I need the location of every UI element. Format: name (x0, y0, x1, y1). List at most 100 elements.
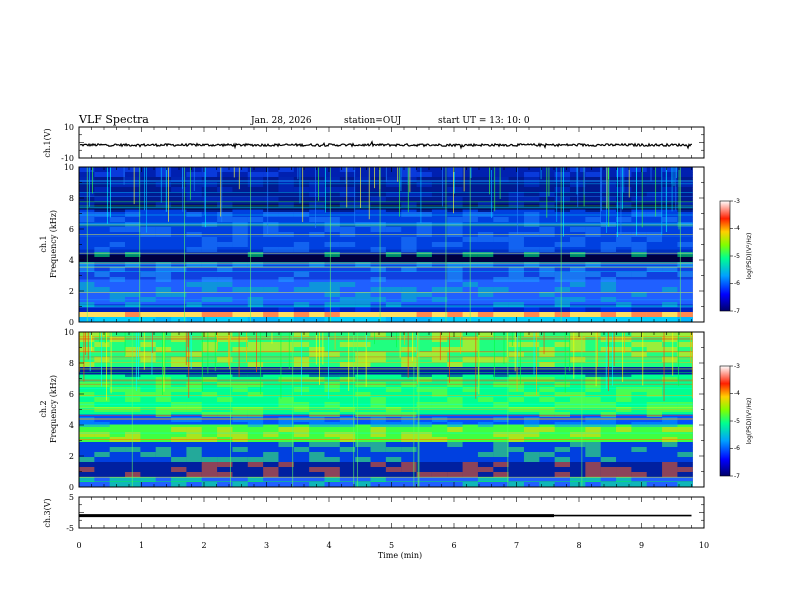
spectrogram-cell (309, 412, 325, 417)
spectrogram-cell (247, 362, 264, 367)
spectrogram-cell (201, 287, 218, 292)
spectrogram-cell (293, 247, 310, 252)
spectrogram-cell (646, 332, 663, 337)
spectrogram-cell (370, 442, 386, 447)
spectrogram-cell (324, 312, 340, 317)
spectrogram-cell (201, 347, 218, 352)
spectrogram-cell (125, 447, 141, 452)
spectrogram-cell (385, 467, 402, 472)
spectrogram-cell (554, 392, 570, 397)
spectrogram-cell (570, 347, 586, 352)
spectrogram-cell (570, 477, 586, 482)
spectrogram-cell (217, 212, 233, 217)
spectrogram-cell (232, 387, 248, 392)
spectrogram-cell (109, 447, 126, 452)
spectrogram-cell (662, 422, 678, 427)
spectrogram-cell (309, 372, 325, 377)
spectrogram-cell (600, 287, 617, 292)
spectrogram-cell (401, 467, 417, 472)
spectrogram-cell (278, 402, 294, 407)
spectrogram-cell (600, 277, 617, 282)
spectrogram-cell (631, 292, 647, 297)
spectrogram-band (79, 439, 693, 443)
spectrogram-cell (278, 212, 294, 217)
spectrogram-cell (278, 167, 294, 172)
spectrogram-cell (385, 177, 402, 182)
ch2-freq-ticklabels: 10 8 6 4 2 0 (64, 328, 74, 492)
spectrogram-cell (416, 402, 432, 407)
spectrogram-cell (554, 287, 570, 292)
spectrogram-cell (201, 377, 218, 382)
spectrogram-band (79, 484, 693, 487)
spectrogram-cell (570, 432, 586, 437)
spectrogram-cell (493, 237, 509, 242)
ch1-freq-tick-6: 6 (69, 225, 74, 234)
spectrogram-cell (616, 242, 632, 247)
spectrogram-cell (554, 422, 570, 427)
spectrogram-cell (646, 392, 663, 397)
spectrogram-cell (447, 207, 463, 212)
spectrogram-cell (662, 357, 678, 362)
spectrogram-cell (570, 422, 586, 427)
spectrogram-cell (155, 377, 172, 382)
spectrogram-cell (416, 432, 432, 437)
spectrogram-band (79, 374, 693, 378)
spectrogram-cell (109, 267, 126, 272)
spectrogram-cell (171, 362, 187, 367)
ch1-colorbar-ticks (730, 200, 733, 312)
spectrogram-cell (523, 332, 540, 337)
spectrogram-cell (662, 402, 678, 407)
spectrogram-cell (125, 192, 141, 197)
spectrogram-cell (600, 467, 617, 472)
spectrogram-cell (447, 177, 463, 182)
spectrogram-cell (278, 462, 294, 467)
spectrogram-band (79, 214, 693, 218)
spectrogram-cell (416, 172, 432, 177)
spectrogram-cell (401, 212, 417, 217)
spectrogram-cell (324, 302, 340, 307)
spectrogram-cell (155, 367, 172, 372)
station-label: station=OUJ (344, 116, 402, 126)
ch2-frequency-ylabel: Frequency (kHz) (49, 375, 58, 443)
spectrogram-band (79, 274, 693, 278)
spectrogram-cell (539, 352, 555, 357)
spectrogram-cell (477, 422, 494, 427)
spectrogram-cell (585, 402, 601, 407)
spectrogram-cell (94, 432, 110, 437)
spectrogram-cell (401, 292, 417, 297)
spectrogram-cell (232, 347, 248, 352)
spectrogram-cell (508, 387, 524, 392)
spectrogram-cell (309, 187, 325, 192)
spectrogram-cell (186, 457, 202, 462)
spectrogram-cell (370, 357, 386, 362)
spectrogram-cell (570, 257, 586, 262)
spectrogram-cell (94, 197, 110, 202)
time-tick-label: 2 (201, 541, 206, 550)
spectrogram-cell (309, 452, 325, 457)
spectrogram-cell (570, 402, 586, 407)
spectrogram-cell (585, 472, 601, 477)
spectrogram-cell (79, 467, 95, 472)
spectrogram-cell (125, 252, 141, 257)
spectrogram-cell (493, 402, 509, 407)
ch1-colorbar-label: log(PSD)(V²/Hz) (746, 233, 753, 280)
ch1-colorbar-tick-m4: -4 (734, 225, 740, 232)
spectrogram-cell (401, 287, 417, 292)
spectrogram-band (79, 377, 693, 381)
spectrogram-band (79, 362, 693, 366)
spectrogram-cell (462, 472, 478, 477)
spectrogram-cell (232, 237, 248, 242)
spectrogram-cell (370, 332, 386, 337)
spectrogram-cell (94, 272, 110, 277)
spectrogram-cell (232, 217, 248, 222)
spectrogram-cell (94, 382, 110, 387)
spectrogram-cell (447, 402, 463, 407)
spectrogram-cell (585, 442, 601, 447)
spectrogram-cell (431, 387, 448, 392)
spectrogram-cell (600, 482, 617, 487)
spectrogram-cell (247, 177, 264, 182)
spectrogram-cell (94, 357, 110, 362)
spectrogram-cell (155, 412, 172, 417)
spectrogram-band (79, 232, 693, 236)
spectrogram-cell (324, 227, 340, 232)
